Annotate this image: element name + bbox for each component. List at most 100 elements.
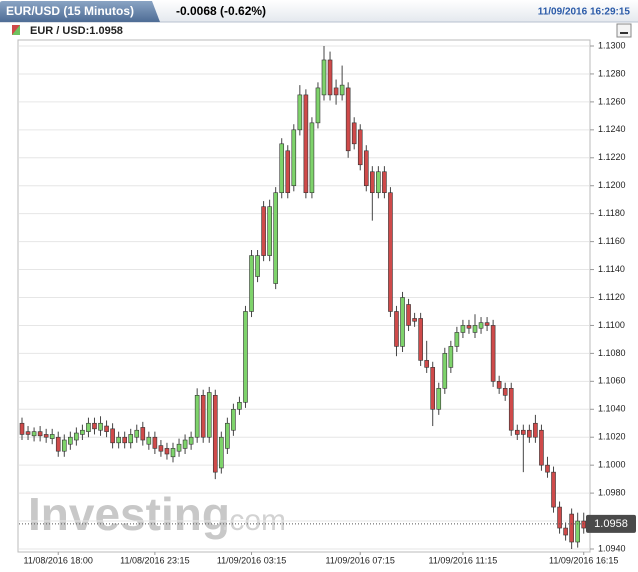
y-tick-label: 1.1180: [598, 208, 625, 218]
candle-body: [303, 94, 309, 194]
candle-body: [255, 255, 260, 277]
tab[interactable]: [0, 1, 160, 22]
x-tick-label: 11/08/2016 23:15: [120, 555, 189, 565]
candle-body: [200, 395, 206, 438]
candle-body: [309, 122, 315, 194]
candle-body: [98, 422, 103, 431]
candle-body: [152, 436, 158, 449]
candle-body: [545, 464, 550, 473]
candle-body: [86, 422, 91, 432]
candle-body: [533, 422, 538, 438]
minimize-button[interactable]: [616, 23, 632, 38]
tab-title: EUR/USD (15 Minutos): [6, 4, 134, 18]
header-bar: [0, 0, 638, 22]
candle-body: [31, 431, 37, 437]
candle-body: [581, 520, 587, 529]
candle-body: [249, 255, 254, 312]
candle-body: [43, 434, 49, 438]
candle-body: [291, 129, 297, 187]
y-tick-label: 1.1280: [598, 68, 626, 78]
y-tick-label: 1.1120: [598, 292, 625, 302]
candle-body: [442, 353, 448, 389]
candle-body: [539, 429, 544, 466]
candle-body: [176, 443, 182, 452]
candle-body: [237, 401, 242, 410]
candle-body: [279, 143, 285, 194]
candle-body: [273, 192, 278, 284]
watermark-domain: .com: [221, 504, 286, 537]
y-tick-label: 1.1020: [598, 432, 626, 442]
y-tick-label: 1.1140: [598, 264, 625, 274]
candle-body: [68, 436, 73, 445]
candle-body: [569, 513, 574, 543]
x-tick-label: 11/09/2016 11:15: [429, 555, 498, 565]
y-tick-label: 1.1040: [598, 404, 626, 414]
candle-body: [128, 434, 134, 444]
y-tick-label: 1.1080: [598, 348, 626, 358]
candle-body: [25, 431, 31, 435]
y-tick-label: 1.0940: [598, 543, 626, 553]
candle-body: [472, 325, 478, 333]
candle-body: [478, 322, 484, 329]
candle-body: [110, 428, 115, 444]
candle-body: [575, 520, 580, 543]
y-tick-label: 1.1000: [598, 460, 626, 470]
candle-body: [37, 431, 43, 437]
candle-body: [514, 429, 520, 435]
candle-body: [231, 408, 236, 431]
candle-body: [345, 87, 351, 152]
last-price-tag: [586, 514, 636, 533]
candle-body: [490, 325, 496, 382]
candle-body: [424, 360, 429, 368]
candle-body: [55, 436, 61, 452]
y-tick-label: 1.1240: [598, 124, 626, 134]
candle-body: [388, 192, 393, 312]
candle-body: [80, 429, 85, 435]
candle-body: [363, 150, 369, 187]
candle-body: [563, 527, 568, 536]
candle-body: [448, 346, 454, 368]
candle-body: [92, 422, 97, 430]
candle-body: [188, 436, 194, 445]
x-tick-label: 11/09/2016 07:15: [326, 555, 395, 565]
candle-body: [400, 297, 405, 347]
candle-body: [206, 392, 212, 438]
x-tick-label: 11/09/2016 16:15: [549, 555, 618, 565]
candle-body: [140, 427, 146, 441]
candle-body: [376, 171, 381, 194]
candle-body: [49, 434, 55, 439]
candle-body: [382, 171, 387, 194]
candle-body: [466, 325, 472, 329]
candle-body: [454, 332, 460, 347]
candle-body: [122, 436, 127, 444]
candle-body: [406, 304, 411, 326]
candle-body: [351, 122, 357, 145]
candle-body: [212, 395, 218, 473]
candle-body: [261, 206, 266, 256]
candle-body: [61, 439, 67, 452]
candle-body: [327, 59, 333, 96]
candle-body: [170, 448, 176, 458]
y-tick-label: 1.1260: [598, 96, 626, 106]
y-tick-label: 1.1060: [598, 376, 626, 386]
datetime: 11/09/2016 16:29:15: [538, 7, 631, 18]
candle-body: [158, 445, 164, 452]
candle-body: [460, 325, 466, 333]
candle-body: [333, 87, 339, 96]
candle-body: [521, 429, 526, 435]
candle-body: [146, 436, 152, 445]
candle-body: [370, 171, 375, 194]
candle-body: [418, 318, 423, 361]
candle-body: [496, 381, 502, 389]
candle-body: [104, 425, 109, 432]
y-tick-label: 1.1100: [598, 320, 625, 330]
candle-body: [430, 367, 436, 410]
candle-body: [267, 206, 272, 256]
candle-body: [412, 318, 417, 322]
last-price-label: 1.0958: [594, 518, 628, 530]
price-change: -0.0068 (-0.62%): [176, 4, 266, 18]
candle-body: [551, 471, 556, 508]
candle-body: [339, 84, 345, 96]
